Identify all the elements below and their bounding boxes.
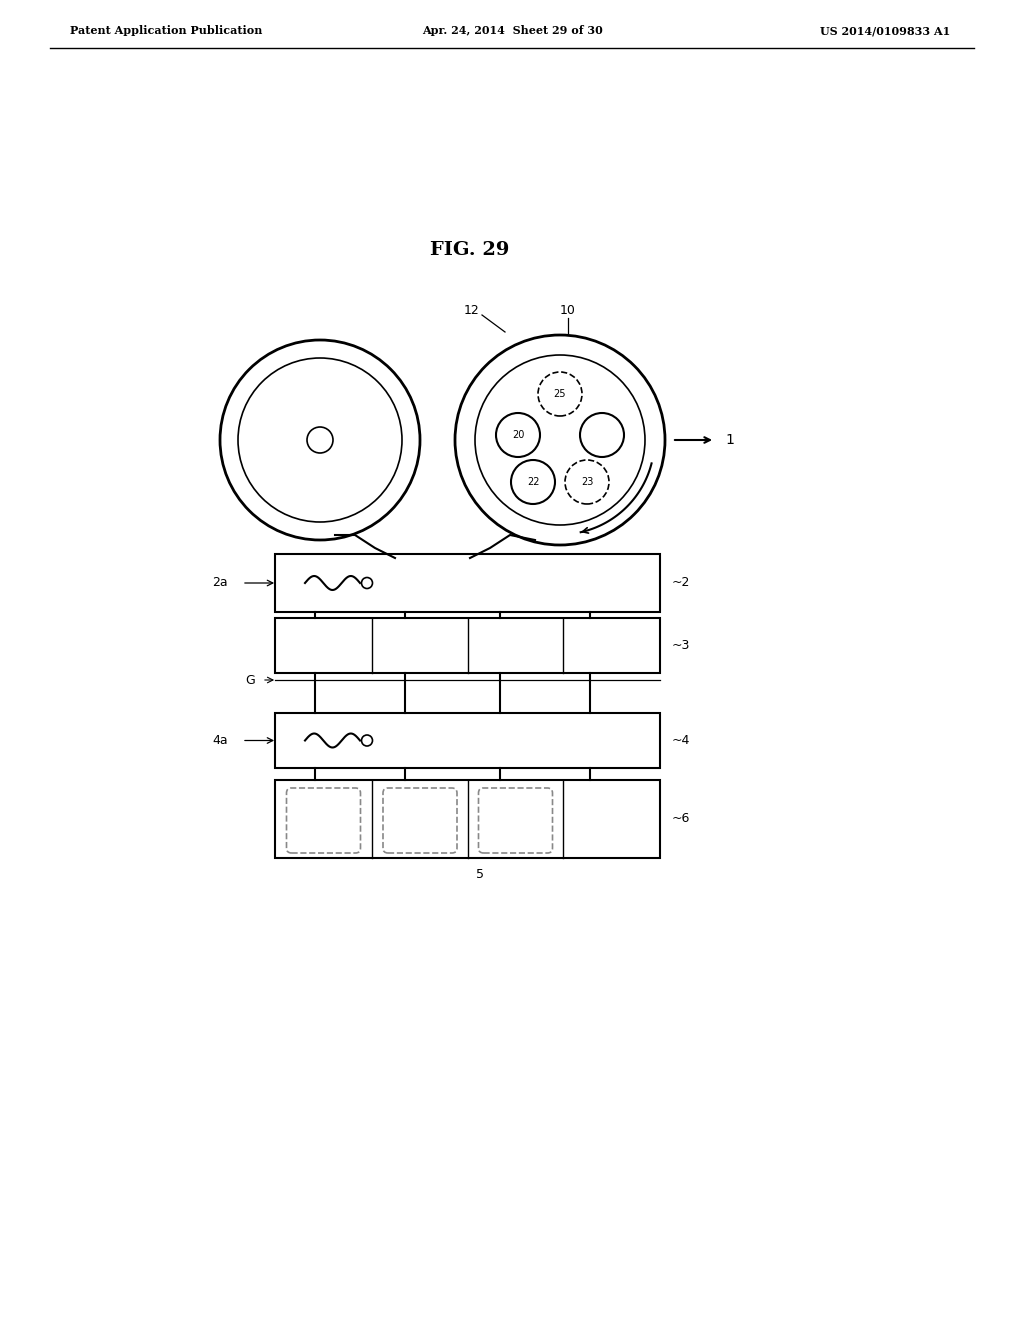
Text: ~4: ~4 <box>672 734 690 747</box>
Text: 25: 25 <box>554 389 566 399</box>
Text: US 2014/0109833 A1: US 2014/0109833 A1 <box>820 25 950 36</box>
Bar <box>275 713 660 768</box>
Text: ~6: ~6 <box>672 813 690 825</box>
Text: 1: 1 <box>725 433 734 447</box>
Text: 20: 20 <box>512 430 524 440</box>
Text: FIG. 29: FIG. 29 <box>430 242 510 259</box>
Text: Apr. 24, 2014  Sheet 29 of 30: Apr. 24, 2014 Sheet 29 of 30 <box>422 25 602 36</box>
Text: 5: 5 <box>476 869 484 882</box>
Text: 2a: 2a <box>212 577 228 590</box>
Bar <box>275 554 660 612</box>
Text: G: G <box>246 673 255 686</box>
Text: Patent Application Publication: Patent Application Publication <box>70 25 262 36</box>
Text: 12: 12 <box>464 304 480 317</box>
Text: 4a: 4a <box>212 734 228 747</box>
Bar <box>275 618 660 673</box>
Text: ~2: ~2 <box>672 577 690 590</box>
Bar <box>275 780 660 858</box>
Text: ~3: ~3 <box>672 639 690 652</box>
Text: 10: 10 <box>560 304 575 317</box>
Text: 22: 22 <box>526 477 540 487</box>
Text: 23: 23 <box>581 477 593 487</box>
